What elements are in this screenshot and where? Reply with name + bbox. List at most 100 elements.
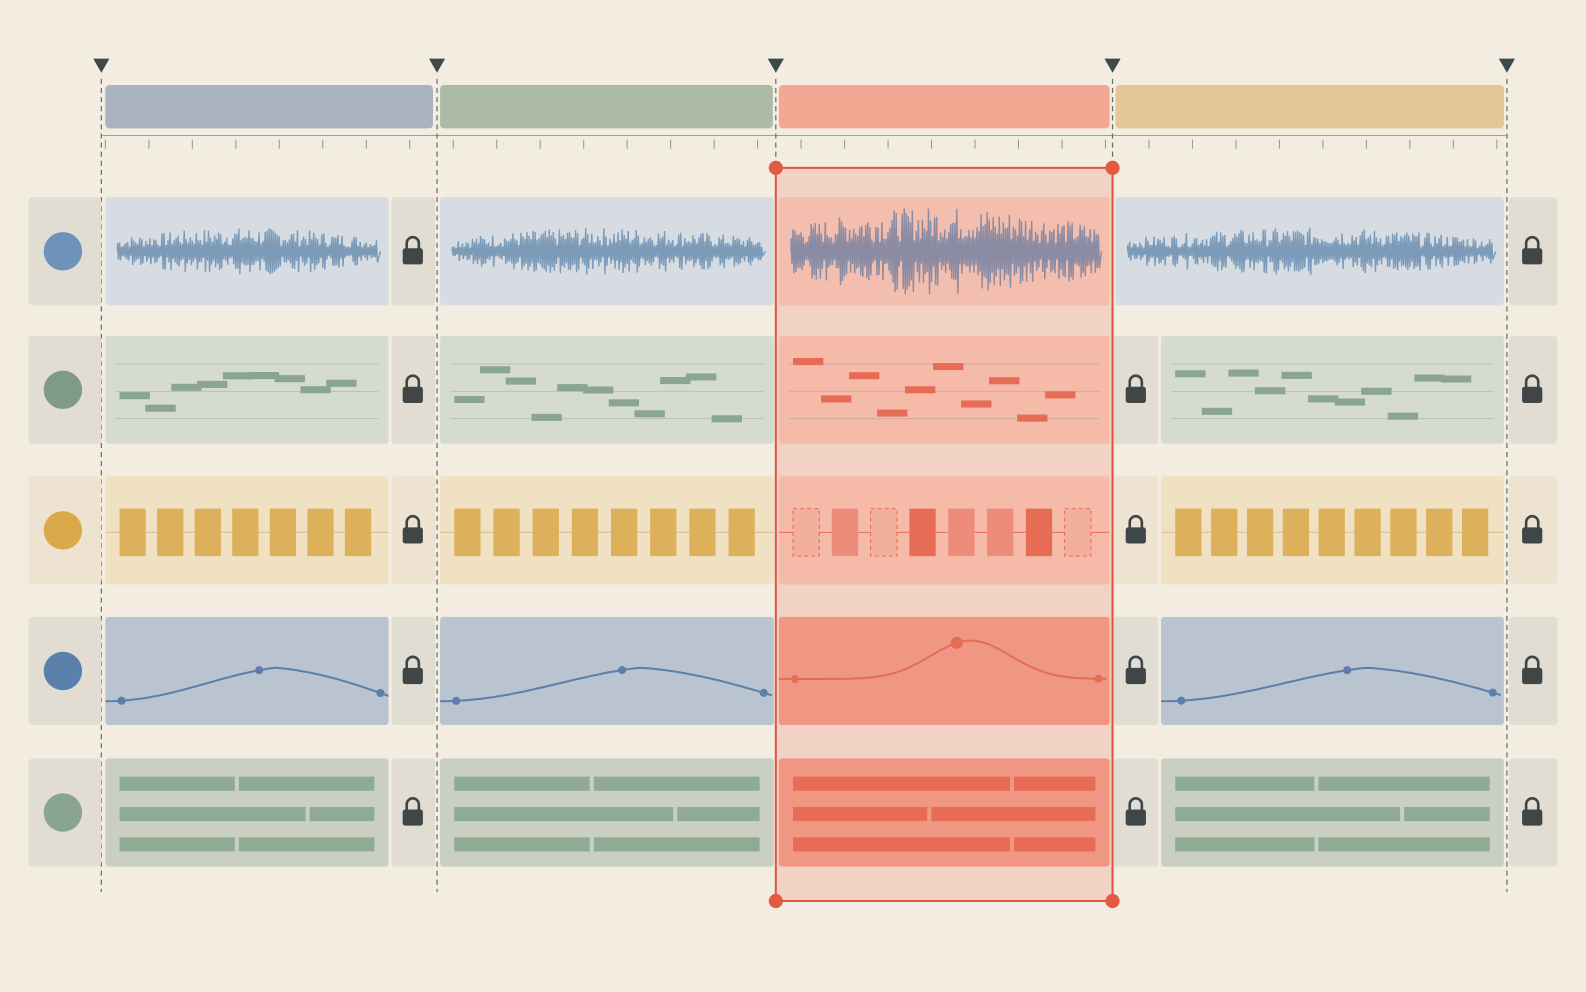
selection-region[interactable] xyxy=(774,166,1114,903)
beat-block[interactable] xyxy=(870,508,898,557)
clip-bar[interactable] xyxy=(931,806,1096,822)
automation-point[interactable] xyxy=(117,696,126,705)
midi-note[interactable] xyxy=(660,377,691,385)
beat-block[interactable] xyxy=(728,508,755,557)
selection-handle[interactable] xyxy=(768,893,783,909)
automation-point[interactable] xyxy=(618,666,627,675)
automation-point[interactable] xyxy=(1343,666,1352,675)
beat-block[interactable] xyxy=(909,508,936,557)
midi-note[interactable] xyxy=(1440,375,1472,383)
section-marker[interactable] xyxy=(767,58,784,73)
clip-bar[interactable] xyxy=(677,806,760,822)
beat-block[interactable] xyxy=(454,508,481,557)
midi-note[interactable] xyxy=(145,404,176,412)
section-marker[interactable] xyxy=(1498,58,1516,73)
midi-note[interactable] xyxy=(1201,407,1233,415)
beat-block[interactable] xyxy=(232,508,259,557)
clip-bar[interactable] xyxy=(119,806,306,822)
lock-shackle[interactable] xyxy=(1128,655,1144,669)
midi-note[interactable] xyxy=(505,377,537,385)
beat-block[interactable] xyxy=(1211,508,1238,557)
clip-bar[interactable] xyxy=(119,837,235,852)
clip-bar[interactable] xyxy=(593,837,760,852)
midi-note[interactable] xyxy=(685,373,717,381)
automation-point[interactable] xyxy=(950,636,963,649)
midi-note[interactable] xyxy=(905,386,936,394)
automation-point[interactable] xyxy=(1177,696,1186,705)
beat-block[interactable] xyxy=(689,508,716,557)
automation-point[interactable] xyxy=(759,688,768,697)
lock-body[interactable] xyxy=(1522,248,1543,265)
lock-shackle[interactable] xyxy=(1524,235,1540,250)
lock-body[interactable] xyxy=(402,386,423,403)
clip[interactable] xyxy=(440,616,774,726)
midi-note[interactable] xyxy=(1045,391,1076,399)
midi-note[interactable] xyxy=(1414,374,1445,382)
clip-bar[interactable] xyxy=(1175,806,1401,822)
clip-bar[interactable] xyxy=(793,837,1010,852)
lock-shackle[interactable] xyxy=(405,655,421,669)
clip-bar[interactable] xyxy=(454,776,590,791)
midi-note[interactable] xyxy=(197,380,228,388)
lock-body[interactable] xyxy=(1125,527,1146,544)
lock-body[interactable] xyxy=(402,809,423,826)
midi-note[interactable] xyxy=(821,395,852,403)
lock-shackle[interactable] xyxy=(405,235,421,250)
section-header[interactable] xyxy=(105,84,434,129)
section-marker[interactable] xyxy=(428,58,446,73)
lock-body[interactable] xyxy=(1522,527,1543,544)
midi-note[interactable] xyxy=(634,410,665,418)
clip-bar[interactable] xyxy=(119,776,235,791)
beat-block[interactable] xyxy=(1246,508,1274,557)
midi-note[interactable] xyxy=(989,377,1020,385)
lock-body[interactable] xyxy=(1125,386,1146,403)
track-color-dot[interactable] xyxy=(43,511,83,550)
midi-note[interactable] xyxy=(1228,369,1259,377)
automation-point[interactable] xyxy=(376,688,385,698)
selection-handle[interactable] xyxy=(1105,893,1120,909)
midi-note[interactable] xyxy=(1387,412,1419,420)
beat-block[interactable] xyxy=(610,508,638,557)
clip[interactable] xyxy=(1161,616,1504,726)
lock-body[interactable] xyxy=(402,248,423,265)
clip-bar[interactable] xyxy=(1404,806,1490,822)
beat-block[interactable] xyxy=(792,508,820,557)
beat-block[interactable] xyxy=(493,508,520,557)
track-color-dot[interactable] xyxy=(43,370,83,410)
section-header[interactable] xyxy=(1115,84,1504,129)
beat-block[interactable] xyxy=(269,508,297,557)
section-marker[interactable] xyxy=(93,58,110,73)
lock-body[interactable] xyxy=(1522,667,1543,685)
clip-bar[interactable] xyxy=(593,776,760,791)
automation-point[interactable] xyxy=(452,696,461,705)
beat-block[interactable] xyxy=(987,508,1014,557)
midi-note[interactable] xyxy=(608,399,640,407)
lock-body[interactable] xyxy=(402,667,423,685)
lock-body[interactable] xyxy=(1522,386,1543,403)
beat-block[interactable] xyxy=(571,508,599,557)
midi-note[interactable] xyxy=(171,383,202,391)
beat-block[interactable] xyxy=(1390,508,1417,557)
beat-block[interactable] xyxy=(119,508,146,557)
midi-note[interactable] xyxy=(222,372,254,380)
section-header[interactable] xyxy=(440,84,773,129)
midi-note[interactable] xyxy=(557,384,588,392)
clip-bar[interactable] xyxy=(238,837,375,852)
midi-note[interactable] xyxy=(300,386,331,394)
midi-note[interactable] xyxy=(1254,387,1286,395)
midi-note[interactable] xyxy=(1361,387,1392,395)
beat-block[interactable] xyxy=(1318,508,1345,557)
lock-shackle[interactable] xyxy=(1524,797,1540,811)
clip-bar[interactable] xyxy=(1318,776,1490,791)
lock-body[interactable] xyxy=(1522,809,1543,826)
beat-block[interactable] xyxy=(1025,508,1053,557)
clip[interactable] xyxy=(1161,335,1504,444)
lock-shackle[interactable] xyxy=(405,514,421,529)
selection-handle[interactable] xyxy=(1105,160,1120,175)
midi-note[interactable] xyxy=(711,415,742,423)
beat-block[interactable] xyxy=(194,508,221,557)
beat-block[interactable] xyxy=(344,508,372,557)
lock-body[interactable] xyxy=(1125,667,1146,685)
beat-block[interactable] xyxy=(1354,508,1381,557)
automation-point[interactable] xyxy=(1488,688,1497,697)
